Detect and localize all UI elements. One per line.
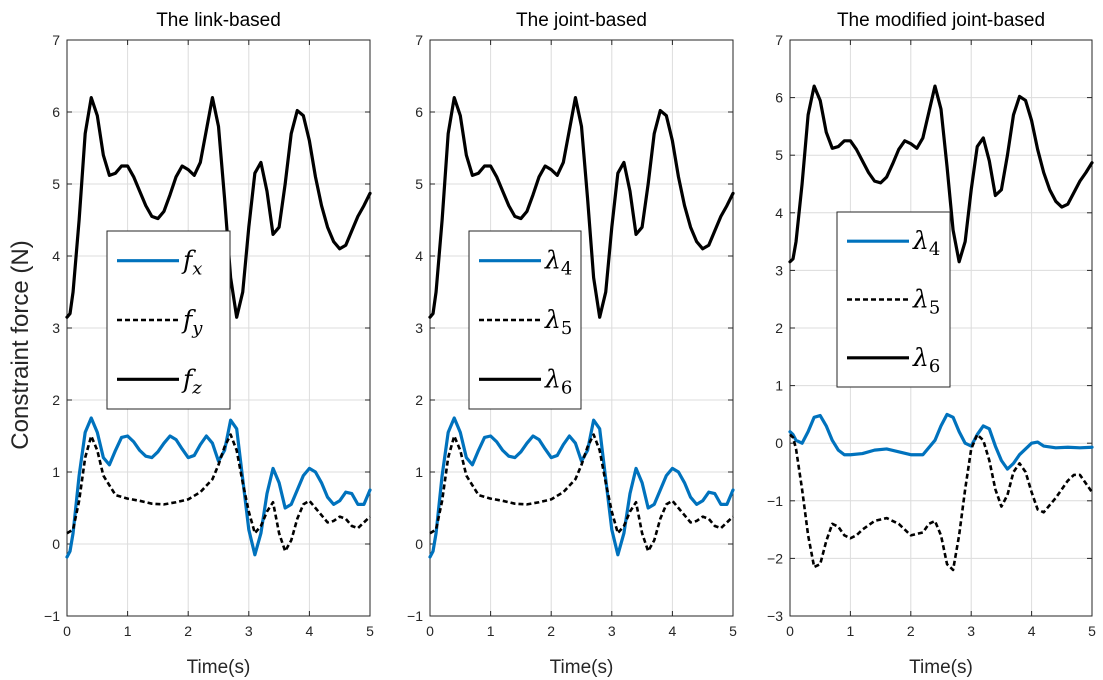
y-tick-label: −1: [767, 493, 783, 509]
x-tick-label: 3: [967, 623, 975, 639]
x-tick-label: 0: [786, 623, 794, 639]
legend-label-3: λ6: [544, 364, 572, 398]
legend-label-2: λ5: [912, 285, 940, 319]
y-tick-label: 3: [775, 262, 783, 278]
x-axis-label: Time(s): [187, 657, 251, 678]
series-line-2: [789, 433, 1094, 572]
series-line-3: [65, 96, 372, 319]
legend-label-2: λ5: [544, 305, 572, 339]
legend-label-1: fx: [181, 246, 202, 280]
y-tick-label: 4: [52, 248, 60, 264]
x-tick-label: 4: [1028, 623, 1036, 639]
x-tick-label: 1: [124, 623, 132, 639]
y-tick-label: 7: [52, 32, 60, 48]
y-tick-label: 3: [415, 320, 423, 336]
y-tick-label: 7: [775, 32, 783, 48]
y-tick-label: 6: [415, 104, 423, 120]
x-tick-label: 0: [63, 623, 71, 639]
x-axis-label: Time(s): [909, 657, 973, 678]
legend-label-3: fz: [181, 364, 202, 398]
x-tick-label: 3: [245, 623, 253, 639]
y-tick-label: 1: [415, 464, 423, 480]
chart-title-modified-joint-based: The modified joint-based: [837, 10, 1045, 31]
x-tick-label: 3: [608, 623, 616, 639]
y-tick-label: 4: [775, 205, 783, 221]
series-line-2: [429, 433, 734, 553]
y-tick-label: 4: [415, 248, 423, 264]
y-tick-label: 6: [775, 90, 783, 106]
y-tick-label: 2: [775, 320, 783, 336]
y-tick-label: −2: [767, 550, 783, 566]
y-tick-label: 5: [52, 176, 60, 192]
legend-label-1: λ4: [544, 246, 572, 280]
legend-label-2: fy: [181, 305, 203, 339]
y-tick-label: 0: [775, 435, 783, 451]
chart-title-joint-based: The joint-based: [516, 10, 647, 31]
y-tick-label: 6: [52, 104, 60, 120]
y-tick-label: 1: [775, 378, 783, 394]
y-tick-label: 2: [52, 392, 60, 408]
legend-label-3: λ6: [912, 343, 940, 377]
y-tick-label: 0: [52, 536, 60, 552]
x-tick-label: 1: [847, 623, 855, 639]
y-tick-label: 1: [52, 464, 60, 480]
x-tick-label: 2: [184, 623, 192, 639]
x-tick-label: 5: [366, 623, 374, 639]
x-tick-label: 2: [907, 623, 915, 639]
series-line-3: [428, 96, 735, 319]
x-tick-label: 5: [1088, 623, 1096, 639]
chart-title-link-based: The link-based: [156, 10, 281, 31]
y-tick-label: −1: [44, 608, 60, 624]
series-line-1: [428, 416, 735, 559]
panel-modified-joint-based: 0 1 2 3 4 5 −3 −2 −1 0 1 2 3 4 5 6 7 The modified joint-b…: [767, 10, 1096, 678]
y-tick-label: −1: [407, 608, 423, 624]
y-tick-label: 2: [415, 392, 423, 408]
y-tick-label: −3: [767, 608, 783, 624]
x-tick-label: 2: [547, 623, 555, 639]
x-tick-label: 4: [306, 623, 314, 639]
y-tick-label: 7: [415, 32, 423, 48]
y-tick-label: 0: [415, 536, 423, 552]
legend-label-1: λ4: [912, 226, 940, 260]
series-line-3: [788, 84, 1094, 264]
series-line-1: [65, 416, 372, 559]
x-tick-label: 4: [669, 623, 677, 639]
series-line-2: [66, 433, 371, 553]
y-tick-label: 5: [415, 176, 423, 192]
y-tick-label: 5: [775, 147, 783, 163]
x-tick-label: 1: [487, 623, 495, 639]
x-tick-label: 5: [729, 623, 737, 639]
x-tick-label: 0: [426, 623, 434, 639]
series-line-1: [788, 412, 1094, 471]
x-axis-label: Time(s): [550, 657, 614, 678]
y-tick-label: 3: [52, 320, 60, 336]
y-axis-label: Constraint force (N): [7, 240, 34, 449]
